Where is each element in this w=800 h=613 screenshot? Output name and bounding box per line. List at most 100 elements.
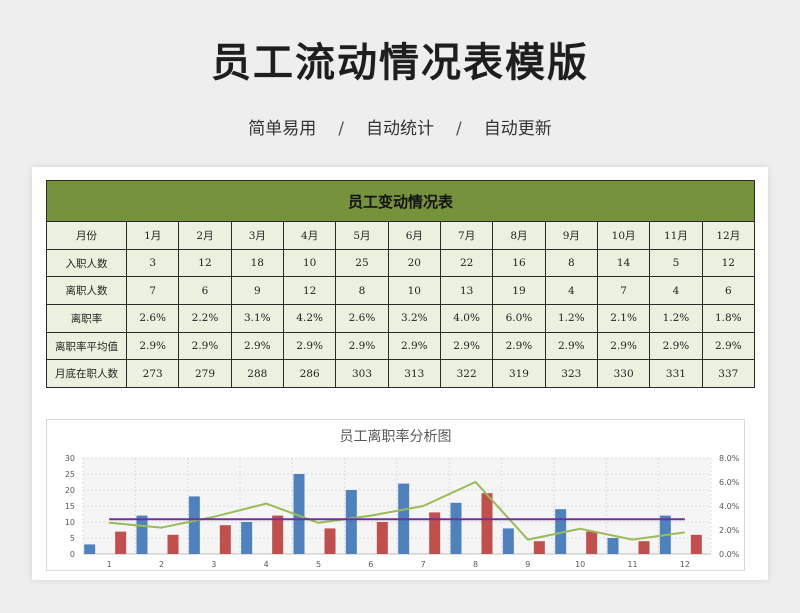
bar-series-1 [450,502,462,554]
y-right-tick-label: 4.0% [719,502,740,511]
table-cell: 16 [492,248,546,278]
table-cell: 7 [596,276,651,306]
table-cell: 5 [649,248,703,278]
month-header-cell: 8月 [492,221,546,250]
month-header-cell: 9月 [544,221,598,250]
y-left-tick-label: 20 [65,486,75,495]
table-cell: 2.9% [125,331,180,361]
table-cell: 14 [596,248,651,278]
row-label: 离职人数 [46,276,127,306]
x-tick-label: 6 [368,560,373,569]
month-header-cell: 7月 [439,221,494,250]
table-cell: 2.9% [387,331,441,361]
table-cell: 303 [335,359,389,389]
table-cell: 2.9% [439,331,494,361]
table-cell: 12 [701,248,756,278]
table-cell: 8 [544,248,598,278]
y-left-tick-label: 10 [65,518,75,527]
table-cell: 3.1% [230,304,284,333]
row-label: 离职率 [46,304,127,333]
tag-auto-update: 自动更新 [483,119,552,139]
table-cell: 2.9% [230,331,284,361]
bar-series-1 [502,528,514,554]
table-cell: 313 [387,359,441,389]
month-header-label: 月份 [46,221,127,250]
bar-series-2 [219,525,231,554]
x-tick-label: 9 [525,560,530,569]
table-cell: 2.9% [492,331,546,361]
table-cell: 286 [282,359,337,389]
table-cell: 4.0% [439,304,494,333]
table-row: 月底在职人数 273 279 288 286 303 313 322 319 323 330 331 3… [46,359,756,389]
table-cell: 7 [125,276,180,306]
tag-separator: / [456,119,462,139]
month-header-cell: 11月 [649,221,703,250]
table-cell: 279 [178,359,232,389]
bar-series-2 [429,512,441,554]
table-row: 入职人数 3 12 18 10 25 20 22 16 8 14 5 12 [46,248,756,278]
y-right-tick-label: 6.0% [719,478,740,487]
table-cell: 2.9% [178,331,232,361]
y-left-tick-label: 0 [70,550,75,559]
table-cell: 12 [282,276,337,306]
table-cell: 2.9% [649,331,703,361]
table-cell: 3 [125,248,180,278]
table-row: 离职率 2.6% 2.2% 3.1% 4.2% 2.6% 3.2% 4.0% 6.0% 1.2% 2… [46,304,756,333]
bar-series-2 [481,493,493,554]
table-title: 员工变动情况表 [46,180,755,222]
x-tick-label: 4 [264,560,269,569]
table-cell: 4 [544,276,598,306]
table-row: 离职人数 7 6 9 12 8 10 13 19 4 7 4 6 [46,276,756,306]
table-cell: 322 [439,359,494,389]
turnover-chart: 员工离职率分析图 0 5 10 15 20 25 30 0.0% 2.0% 4.0% 6.0% 8.0… [46,419,745,571]
table-cell: 10 [387,276,441,306]
table-cell: 20 [387,248,441,278]
y-left-tick-label: 25 [65,470,75,479]
table-cell: 9 [230,276,284,306]
table-cell: 4 [649,276,703,306]
month-header-cell: 12月 [701,221,756,250]
table-cell: 337 [701,359,756,389]
table-cell: 330 [596,359,651,389]
bar-series-2 [115,531,127,554]
chart-title: 员工离职率分析图 [339,429,452,445]
bar-series-2 [690,534,702,554]
tag-auto-stats: 自动统计 [366,119,434,139]
table-cell: 2.6% [335,304,389,333]
table-cell: 2.9% [282,331,337,361]
bar-series-2 [638,541,650,554]
table-cell: 331 [649,359,703,389]
y-left-tick-label: 15 [65,502,75,511]
table-cell: 2.6% [125,304,180,333]
table-cell: 2.9% [596,331,651,361]
row-label: 离职率平均值 [46,331,127,361]
table-cell: 2.9% [701,331,756,361]
table-cell: 323 [544,359,598,389]
row-label: 月底在职人数 [46,359,127,389]
table-cell: 25 [335,248,389,278]
bar-series-1 [188,496,200,554]
spreadsheet-card: 员工变动情况表 月份 1月 2月 3月 4月 5月 6月 7月 8月 9月 10月 11月 12月 入职人数… [32,167,768,580]
bar-series-1 [241,522,253,554]
x-tick-label: 5 [316,560,321,569]
y-right-tick-label: 0.0% [719,550,740,559]
x-tick-label: 2 [159,560,164,569]
table-cell: 6.0% [492,304,546,333]
table-cell: 18 [230,248,284,278]
tag-easy: 简单易用 [248,119,317,139]
bar-series-1 [293,474,305,554]
y-left-tick-label: 30 [65,454,75,463]
month-header-row: 月份 1月 2月 3月 4月 5月 6月 7月 8月 9月 10月 11月 12月 [46,221,756,250]
x-tick-label: 8 [473,560,478,569]
x-tick-label: 1 [107,560,112,569]
feature-tags: 简单易用 / 自动统计 / 自动更新 [0,114,800,139]
bar-series-1 [607,538,619,554]
bar-series-1 [555,509,567,554]
table-title-row: 员工变动情况表 [46,180,755,222]
y-left-tick-label: 5 [70,534,75,543]
table-cell: 2.9% [335,331,389,361]
table-cell: 8 [335,276,389,306]
table-cell: 1.2% [649,304,703,333]
month-header-cell: 2月 [178,221,232,250]
